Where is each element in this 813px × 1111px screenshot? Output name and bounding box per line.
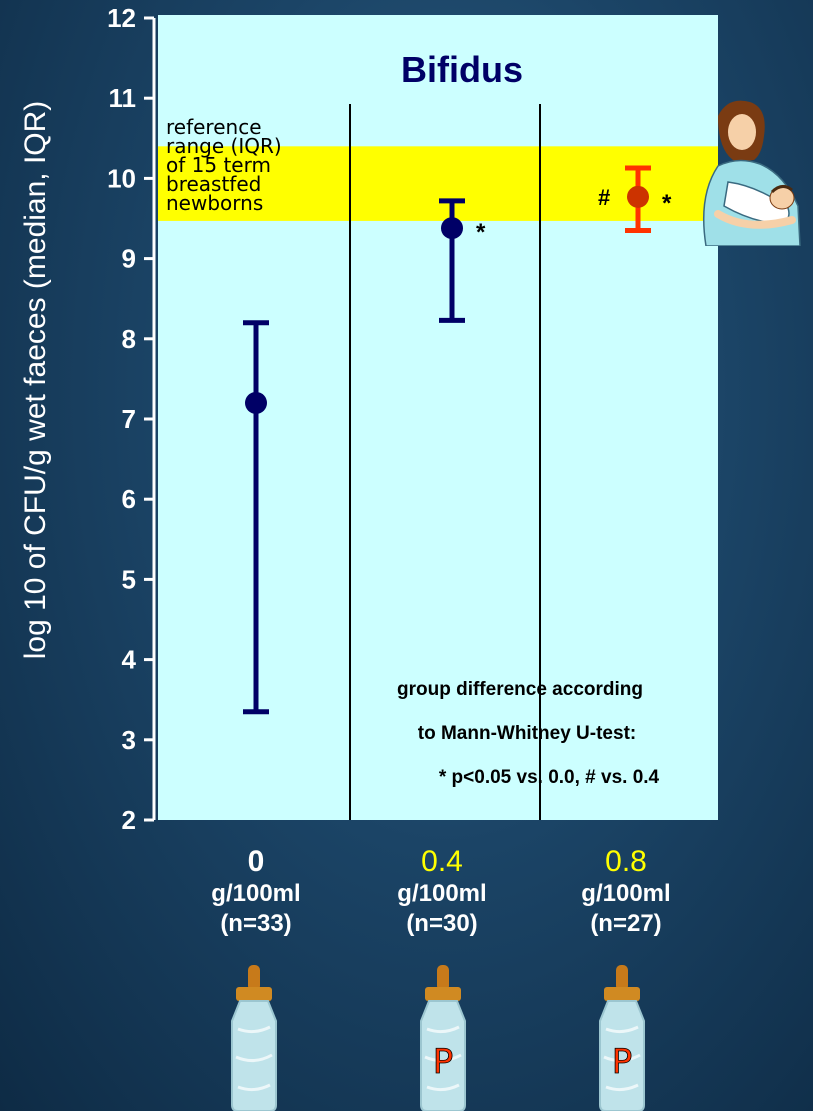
y-ticks: 2 3 4 5 6 7 8 9 10 11 12 xyxy=(107,3,154,835)
y-tick-label: 8 xyxy=(122,324,136,354)
chart-title: Bifidus xyxy=(401,49,523,90)
y-tick-label: 5 xyxy=(122,564,136,594)
y-tick-label: 12 xyxy=(107,3,136,33)
bottle-icon: P xyxy=(420,965,466,1111)
x-category-n: (n=33) xyxy=(220,910,292,937)
x-category-n: (n=30) xyxy=(406,910,478,937)
significance-marker: * xyxy=(662,190,672,217)
reference-label-line: of 15 term xyxy=(166,153,271,177)
x-category-unit: g/100ml xyxy=(397,880,487,907)
x-category-value: 0.4 xyxy=(421,845,463,878)
x-category-0: 0 g/100ml (n=33) xyxy=(166,845,346,939)
annotation-line: group difference according xyxy=(397,679,643,700)
bottle-label: P xyxy=(612,1042,633,1082)
y-tick-label: 3 xyxy=(122,725,136,755)
annotation-line: * p<0.05 vs. 0.0, # vs. 0.4 xyxy=(439,767,660,788)
bottle-label: P xyxy=(433,1042,454,1082)
x-category-n: (n=27) xyxy=(590,910,662,937)
mother-icon xyxy=(702,100,801,246)
y-tick-label: 6 xyxy=(122,484,136,514)
y-tick-label: 11 xyxy=(109,83,137,113)
median-point xyxy=(245,391,267,414)
bottle-icon xyxy=(231,965,277,1111)
x-category-unit: g/100ml xyxy=(581,880,671,907)
x-category-unit: g/100ml xyxy=(211,880,301,907)
reference-label-line: range (IQR) xyxy=(166,134,282,158)
significance-marker-hash: # xyxy=(598,185,610,210)
reference-band xyxy=(158,146,718,221)
stats-annotation: group difference according to Mann-Whitne… xyxy=(397,679,660,788)
y-axis-label: log 10 of CFU/g wet faeces (median, IQR) xyxy=(19,100,52,660)
y-tick-label: 9 xyxy=(122,244,136,274)
bottle-icon: P xyxy=(599,965,645,1111)
x-category-2: 0.8 g/100ml (n=27) xyxy=(536,845,716,939)
reference-label-line: breastfed xyxy=(166,172,261,196)
y-tick-label: 10 xyxy=(107,163,136,193)
reference-label-line: newborns xyxy=(166,191,263,215)
y-tick-label: 2 xyxy=(122,805,136,835)
x-category-1: 0.4 g/100ml (n=30) xyxy=(352,845,532,939)
y-tick-label: 7 xyxy=(122,404,136,434)
annotation-line: to Mann-Whitney U-test: xyxy=(418,723,636,744)
median-point xyxy=(627,185,649,208)
x-category-value: 0 xyxy=(247,845,265,878)
median-point xyxy=(441,217,463,240)
y-tick-label: 4 xyxy=(122,645,137,675)
data-points: * * # xyxy=(243,165,672,715)
x-category-value: 0.8 xyxy=(605,845,647,878)
reference-label-line: reference xyxy=(166,115,262,139)
significance-marker: * xyxy=(476,219,486,246)
